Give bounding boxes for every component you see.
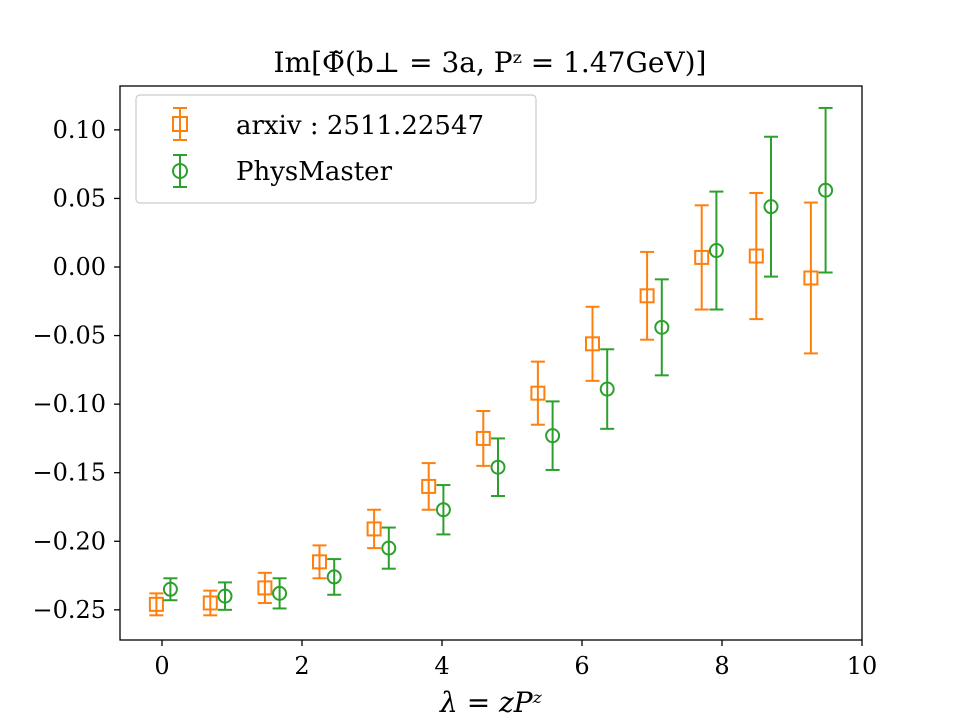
physmaster-point: [435, 484, 451, 536]
physmaster-marker: [818, 182, 834, 198]
physmaster-marker: [708, 243, 724, 259]
legend-label-physmaster: PhysMaster: [236, 157, 393, 187]
physmaster-point: [763, 135, 779, 278]
physmaster-marker: [217, 588, 233, 604]
x-tick-label: 6: [574, 652, 589, 680]
plot-frame: [119, 85, 863, 641]
chart-title: Im[Φ̃(b⊥ = 3a, Pᶻ = 1.47GeV)]: [274, 46, 707, 79]
legend-label-arxiv: arxiv : 2511.22547: [236, 111, 484, 141]
x-tick-label: 8: [714, 652, 729, 680]
physmaster-point: [599, 348, 615, 430]
y-tick-label: 0.05: [53, 184, 106, 212]
series-arxiv: [148, 191, 819, 617]
arxiv-marker: [257, 580, 273, 596]
y-tick-label: −0.15: [32, 459, 106, 487]
arxiv-point: [585, 305, 600, 382]
x-tick-label: 4: [434, 652, 449, 680]
y-tick-label: 0.10: [53, 116, 106, 144]
arxiv-marker: [475, 430, 491, 446]
arxiv-point: [530, 360, 546, 426]
legend-marker-arxiv: [172, 107, 188, 141]
arxiv-point: [421, 462, 437, 511]
arxiv-point: [475, 409, 491, 467]
legend-frame: [135, 94, 537, 204]
y-axis: 0.10 0.05 0.00 −0.05 −0.10 −0.15 −0.20 −0.25: [32, 116, 120, 624]
physmaster-point: [708, 190, 724, 311]
arxiv-marker: [748, 248, 764, 264]
physmaster-point: [162, 577, 178, 602]
arxiv-marker: [530, 385, 546, 401]
arxiv-marker: [421, 478, 437, 494]
arxiv-point: [257, 571, 273, 604]
arxiv-point: [803, 201, 819, 355]
y-tick-label: −0.20: [32, 527, 106, 555]
physmaster-marker: [599, 381, 615, 397]
x-tick-label: 0: [154, 652, 169, 680]
arxiv-point: [312, 544, 327, 580]
physmaster-point: [545, 400, 561, 471]
physmaster-marker: [326, 569, 342, 585]
legend: arxiv : 2511.22547 PhysMaster: [135, 94, 537, 204]
arxiv-marker: [639, 288, 655, 304]
y-tick-label: −0.05: [32, 322, 106, 350]
arxiv-marker: [148, 596, 164, 612]
physmaster-point: [818, 106, 834, 274]
physmaster-marker: [763, 199, 779, 215]
x-tick-label: 2: [294, 652, 309, 680]
series-physmaster: [162, 106, 834, 611]
x-tick-label: 10: [847, 652, 878, 680]
arxiv-marker: [202, 595, 218, 611]
arxiv-point: [148, 592, 164, 617]
arxiv-marker: [585, 336, 600, 352]
y-tick-label: −0.10: [32, 390, 106, 418]
physmaster-marker: [162, 581, 178, 597]
physmaster-point: [217, 581, 233, 611]
physmaster-marker: [654, 319, 670, 335]
physmaster-point: [381, 526, 397, 570]
arxiv-marker: [694, 249, 710, 265]
physmaster-point: [272, 577, 288, 610]
physmaster-marker: [545, 428, 561, 444]
arxiv-point: [202, 589, 218, 617]
y-tick-label: −0.25: [32, 596, 106, 624]
physmaster-point: [654, 278, 670, 377]
physmaster-marker: [272, 585, 288, 601]
physmaster-marker: [435, 502, 451, 518]
arxiv-point: [748, 191, 764, 321]
arxiv-point: [639, 250, 655, 341]
physmaster-marker: [490, 459, 506, 475]
arxiv-point: [366, 508, 382, 550]
arxiv-point: [694, 204, 710, 311]
legend-marker-physmaster: [172, 154, 188, 188]
arxiv-marker: [803, 270, 819, 286]
physmaster-marker: [381, 540, 397, 556]
x-axis-label: λ = zPᶻ: [439, 686, 543, 719]
marks-layer: [148, 106, 834, 617]
physmaster-point: [490, 437, 506, 498]
arxiv-marker: [366, 521, 382, 537]
arxiv-marker: [312, 554, 327, 570]
x-axis: 0 2 4 6 8 10: [154, 640, 877, 680]
y-tick-label: 0.00: [53, 253, 106, 281]
physmaster-point: [326, 558, 342, 596]
